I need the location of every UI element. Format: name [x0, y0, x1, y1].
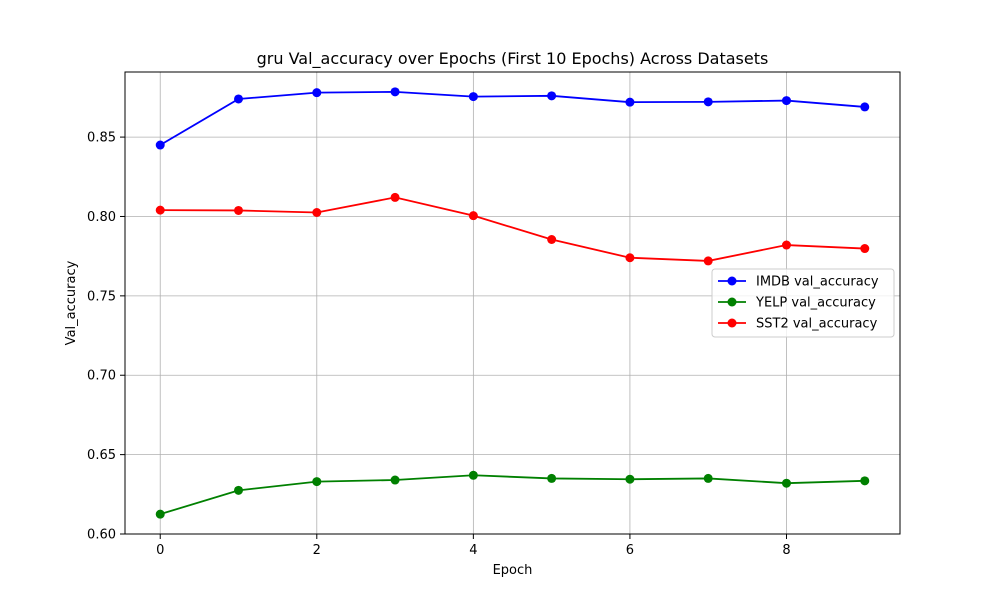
series-layer	[155, 87, 870, 519]
legend-label: IMDB val_accuracy	[756, 275, 879, 290]
y-axis-label: Val_accuracy	[64, 260, 79, 345]
series-yelp	[155, 470, 870, 519]
x-tick-label: 6	[626, 543, 634, 558]
series-line-yelp	[159, 474, 865, 516]
series-line-sst2	[160, 196, 865, 262]
legend-swatch-marker	[727, 297, 737, 307]
data-point-yelp	[781, 478, 791, 488]
data-point-sst2	[547, 234, 557, 244]
legend-label: YELP val_accuracy	[755, 296, 876, 311]
x-tick-label: 4	[469, 543, 477, 558]
data-point-yelp	[703, 473, 713, 483]
data-point-sst2	[155, 205, 165, 215]
data-point-sst2	[781, 240, 791, 250]
legend-item-sst2: SST2 val_accuracy	[718, 317, 878, 332]
series-imdb	[155, 87, 870, 150]
plot-frame	[124, 71, 901, 535]
data-point-imdb	[625, 97, 635, 107]
x-tick-label: 0	[156, 543, 164, 558]
y-tick-label: 0.85	[87, 131, 116, 146]
x-axis: 0 2 4 6 8	[156, 534, 791, 558]
y-tick-label: 0.70	[87, 369, 116, 384]
data-point-yelp	[625, 474, 635, 484]
data-point-yelp	[234, 485, 244, 495]
data-point-imdb	[781, 96, 791, 106]
y-tick-label: 0.75	[87, 289, 116, 304]
y-tick-label: 0.65	[87, 448, 116, 463]
data-point-imdb	[312, 88, 322, 98]
series-line-imdb	[159, 90, 865, 146]
data-point-yelp	[155, 509, 165, 519]
y-tick-label: 0.80	[87, 210, 116, 225]
data-point-sst2	[625, 253, 635, 263]
data-point-sst2	[390, 192, 400, 202]
data-point-sst2	[234, 205, 244, 215]
legend-swatch-marker	[727, 318, 737, 328]
data-point-yelp	[390, 475, 400, 485]
grid-lines	[125, 72, 900, 535]
data-point-sst2	[312, 208, 322, 218]
data-point-sst2	[703, 256, 713, 266]
data-point-imdb	[468, 92, 478, 102]
data-point-imdb	[703, 97, 713, 107]
data-point-sst2	[468, 211, 478, 221]
x-tick-label: 8	[782, 543, 790, 558]
data-point-yelp	[547, 473, 557, 483]
data-point-sst2	[860, 244, 870, 254]
legend: IMDB val_accuracy YELP val_accuracy SST2 v…	[711, 268, 895, 338]
y-axis: 0.60 0.65 0.70 0.75 0.80 0.85	[87, 131, 125, 543]
legend-item-imdb: IMDB val_accuracy	[718, 275, 879, 290]
data-point-imdb	[860, 102, 870, 112]
data-point-yelp	[468, 470, 478, 480]
legend-item-yelp: YELP val_accuracy	[718, 296, 876, 311]
data-point-imdb	[234, 94, 244, 104]
y-tick-label: 0.60	[87, 528, 116, 543]
data-point-imdb	[390, 87, 400, 97]
x-tick-label: 2	[313, 543, 321, 558]
legend-label: SST2 val_accuracy	[756, 317, 878, 332]
x-axis-label: Epoch	[493, 563, 533, 578]
series-sst2	[155, 192, 870, 266]
data-point-yelp	[312, 477, 322, 487]
data-point-yelp	[860, 476, 870, 486]
legend-box	[711, 268, 895, 338]
chart-title: gru Val_accuracy over Epochs (First 10 E…	[257, 49, 769, 69]
data-point-imdb	[155, 140, 165, 150]
legend-swatch-marker	[727, 276, 737, 286]
data-point-imdb	[547, 91, 557, 101]
